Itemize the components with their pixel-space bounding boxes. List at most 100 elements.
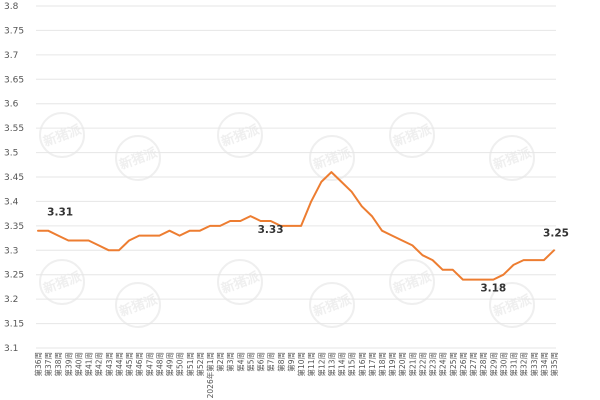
svg-text:新猪派: 新猪派	[491, 144, 534, 173]
x-tick-label: 第16周	[357, 352, 367, 377]
y-tick-label: 3.35	[4, 222, 24, 232]
x-tick-label: 第21周	[407, 352, 417, 377]
x-tick-label: 第8周	[276, 352, 286, 372]
y-tick-label: 3.3	[4, 246, 18, 256]
x-tick-label: 第39周	[63, 352, 73, 377]
y-tick-label: 3.1	[4, 344, 18, 354]
x-tick-label: 第14周	[337, 352, 347, 377]
series-line	[37, 171, 555, 281]
watermark-logo: 新猪派	[39, 259, 85, 305]
x-tick-label: 第24周	[438, 352, 448, 377]
svg-text:新猪派: 新猪派	[391, 121, 434, 150]
x-tick-label: 第30周	[498, 352, 508, 377]
y-tick-label: 3.25	[4, 271, 24, 281]
x-tick-label: 2026年第1周	[205, 352, 215, 398]
watermark-logo: 新猪派	[389, 112, 435, 158]
svg-text:新猪派: 新猪派	[391, 268, 434, 297]
x-tick-label: 第48周	[154, 352, 164, 377]
x-tick-label: 第10周	[296, 352, 306, 377]
watermark-logo: 新猪派	[389, 259, 435, 305]
x-tick-label: 第29周	[488, 352, 498, 377]
svg-text:新猪派: 新猪派	[219, 121, 262, 150]
y-tick-label: 3.7	[4, 51, 18, 61]
x-tick-label: 第49周	[165, 352, 175, 377]
data-label: 3.31	[47, 207, 73, 219]
x-tick-label: 第2周	[215, 352, 225, 372]
svg-text:新猪派: 新猪派	[311, 144, 354, 173]
x-tick-label: 第32周	[519, 352, 529, 377]
y-tick-label: 3.8	[4, 2, 19, 12]
y-tick-label: 3.4	[4, 197, 19, 207]
x-tick-label: 第37周	[43, 352, 53, 377]
x-tick-label: 第23周	[428, 352, 438, 377]
svg-text:新猪派: 新猪派	[117, 144, 160, 173]
y-tick-label: 3.5	[4, 149, 18, 159]
data-label: 3.33	[258, 224, 284, 236]
x-tick-label: 第17周	[367, 352, 377, 377]
x-tick-label: 第44周	[114, 352, 124, 377]
x-tick-label: 第18周	[377, 352, 387, 377]
x-tick-label: 第42周	[94, 352, 104, 377]
x-tick-label: 第6周	[256, 352, 266, 372]
svg-text:新猪派: 新猪派	[41, 121, 84, 150]
x-tick-label: 第40周	[73, 352, 83, 377]
y-tick-label: 3.2	[4, 295, 18, 305]
x-tick-label: 第52周	[195, 352, 205, 377]
x-tick-label: 第36周	[33, 352, 43, 377]
watermark-logo: 新猪派	[39, 112, 85, 158]
x-tick-label: 第34周	[539, 352, 549, 377]
x-tick-label: 第47周	[144, 352, 154, 377]
x-tick-label: 第46周	[134, 352, 144, 377]
svg-text:新猪派: 新猪派	[311, 291, 354, 320]
data-label: 3.25	[543, 227, 569, 239]
x-tick-label: 第27周	[468, 352, 478, 377]
x-tick-label: 第7周	[266, 352, 276, 372]
data-labels: 3.31 3.33 3.18 3.25	[47, 207, 569, 295]
data-label: 3.18	[480, 283, 506, 295]
x-tick-label: 第25周	[448, 352, 458, 377]
x-tick-label: 第28周	[478, 352, 488, 377]
x-tick-label: 第12周	[316, 352, 326, 377]
x-tick-label: 第5周	[245, 352, 255, 372]
svg-text:新猪派: 新猪派	[41, 268, 84, 297]
x-tick-label: 第11周	[306, 352, 316, 377]
x-tick-label: 第41周	[84, 352, 94, 377]
watermark-logo: 新猪派	[115, 282, 161, 328]
watermark-logo: 新猪派	[489, 135, 535, 181]
x-tick-label: 第4周	[235, 352, 245, 372]
x-tick-label: 第20周	[397, 352, 407, 377]
y-tick-label: 3.75	[4, 26, 24, 36]
y-tick-label: 3.65	[4, 75, 24, 85]
watermark-logo: 新猪派	[217, 259, 263, 305]
x-tick-label: 第45周	[124, 352, 134, 377]
x-tick-label: 第43周	[104, 352, 114, 377]
svg-text:新猪派: 新猪派	[219, 268, 262, 297]
svg-text:新猪派: 新猪派	[491, 291, 534, 320]
watermark-logo: 新猪派	[309, 282, 355, 328]
x-tick-label: 第31周	[509, 352, 519, 377]
x-tick-label: 第33周	[529, 352, 539, 377]
x-tick-label: 第22周	[417, 352, 427, 377]
watermark-logo: 新猪派	[115, 135, 161, 181]
x-tick-label: 第13周	[326, 352, 336, 377]
x-axis-ticks: 第36周 第37周 第38周 第39周 第40周 第41周 第42周 第43周 第44周 第45周…	[33, 352, 559, 398]
x-tick-label: 第15周	[347, 352, 357, 377]
x-tick-label: 第3周	[225, 352, 235, 372]
x-tick-label: 第9周	[286, 352, 296, 372]
x-tick-label: 第26周	[458, 352, 468, 377]
x-tick-label: 第50周	[175, 352, 185, 377]
x-tick-label: 第19周	[387, 352, 397, 377]
svg-text:新猪派: 新猪派	[117, 291, 160, 320]
x-tick-label: 第35周	[549, 352, 559, 377]
y-tick-label: 3.45	[4, 173, 24, 183]
x-tick-label: 第38周	[53, 352, 63, 377]
y-tick-label: 3.15	[4, 320, 24, 330]
y-tick-label: 3.55	[4, 124, 24, 134]
y-tick-label: 3.6	[4, 100, 19, 110]
y-axis-ticks: 3.1 3.15 3.2 3.25 3.3 3.35 3.4 3.45 3.5 3.55 3.6 3.…	[4, 2, 24, 354]
x-tick-label: 第51周	[185, 352, 195, 377]
gridlines	[36, 5, 556, 349]
watermark-logo: 新猪派	[217, 112, 263, 158]
